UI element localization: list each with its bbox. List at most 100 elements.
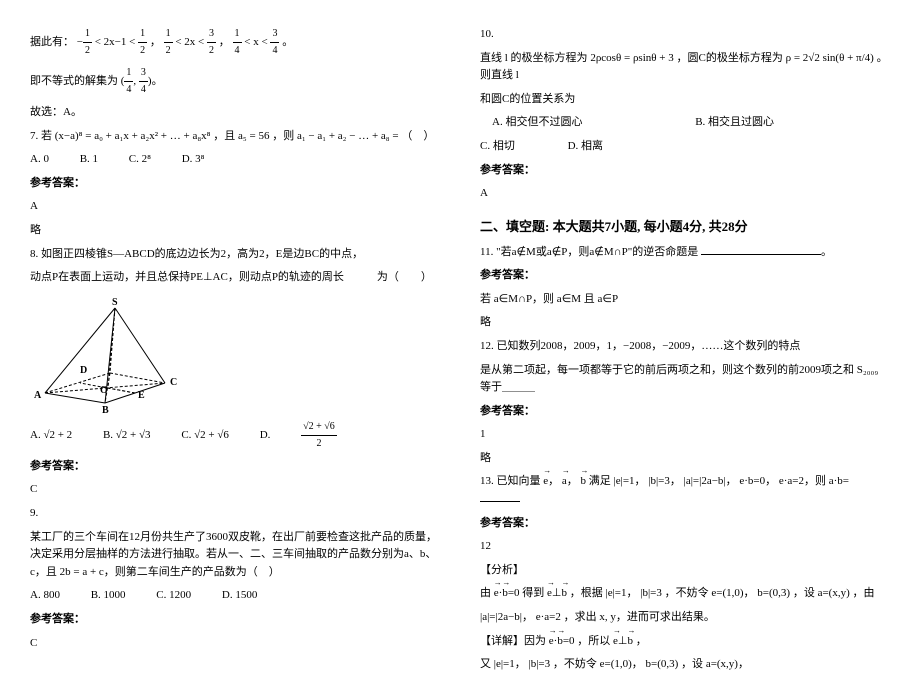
q13-ref-label: 参考答案： [480, 515, 890, 533]
q7-opt-c: C. 2⁸ [129, 153, 151, 165]
q13-b3: |b|=3 [648, 475, 670, 487]
q11-ref-label: 参考答案： [480, 267, 890, 285]
section2-title: 二、填空题: 本大题共7小题, 每小题4分, 共28分 [480, 217, 890, 238]
q13-det-e1: |e|=1 [494, 658, 515, 670]
vec-e-icon3: e [547, 585, 552, 603]
pre-set: 即不等式的解集为 (14, 34)。 [30, 65, 440, 98]
q11-blank [701, 244, 821, 255]
q8-ref-label: 参考答案： [30, 458, 440, 476]
q9-opt-b: B. 1000 [91, 589, 126, 601]
q7-cond: a₅ = 56 [238, 130, 269, 142]
q8-ref: C [30, 481, 440, 499]
q12-ans: 1 [480, 426, 890, 444]
q9-opt-a: A. 800 [30, 589, 60, 601]
q13-an-f: ，由 [853, 587, 875, 599]
q9-num: 9. [30, 505, 440, 523]
q10-stem-d: 和圆C的位置关系为 [480, 91, 890, 109]
q7-opt-d: D. 3⁸ [182, 153, 205, 165]
q8-options: A. √2 + 2 B. √2 + √3 C. √2 + √6 D. √2 + … [30, 419, 440, 452]
q13-detail2: 又 |e|=1， |b|=3 ，不妨令 e=(1,0)， b=(0,3) ，设 … [480, 656, 890, 674]
vec-a-icon: a [562, 473, 567, 491]
q13-mid: |a|=|2a−b| [684, 475, 726, 487]
q13-stem-a: 13. 已知向量 [480, 475, 541, 487]
q7-ask: a₁ − a₁ + a₂ − … + a₈ = [297, 130, 399, 142]
pre-conclusion: 故选：A。 [30, 104, 440, 122]
q13-let-b: b=(0,3) [757, 587, 790, 599]
q9-opt-c: C. 1200 [156, 589, 191, 601]
q10-opt-d: D. 相离 [568, 140, 603, 152]
q10-eq1: 2ρcosθ = ρsinθ + 3 [590, 52, 673, 64]
q10-opt-c: C. 相切 [480, 140, 515, 152]
q13-blank [480, 491, 520, 502]
q13-an-mid: |a|=|2a−b| [480, 611, 522, 623]
q10-stem-a: 直线 l 的极坐标方程为 [480, 52, 588, 64]
q7-opt-b: B. 1 [80, 153, 98, 165]
q13-det-b3: |b|=3 [529, 658, 551, 670]
q13-an-b: 得到 [522, 587, 544, 599]
q7-stem-a: 7. 若 [30, 130, 52, 142]
vec-b-icon3: b [562, 585, 568, 603]
q13-det-d: ，不妨令 [553, 658, 597, 670]
q13-analysis: 由 e·b=0 得到 e⊥b ，根据 |e|=1， |b|=3 ，不妨令 e=(… [480, 585, 890, 603]
q13-det-c: 又 [480, 658, 491, 670]
q13-ab: a·b= [829, 475, 849, 487]
q10-eq2: ρ = 2√2 sin(θ + π/4) [786, 52, 874, 64]
q10-options-row2: C. 相切 D. 相离 [480, 138, 890, 156]
q12-stem-a: 12. 已知数列2008，2009，1，−2008，−2009，……这个数列的特… [480, 338, 890, 356]
q12-stem-b-text: 是从第二项起，每一项都等于它的前后两项之和，则这个数列的前2009项之和 [480, 364, 854, 376]
q12-stem-b: 是从第二项起，每一项都等于它的前后两项之和，则这个数列的前2009项之和 S₂₀… [480, 362, 890, 397]
q12-lve: 略 [480, 450, 890, 468]
q11-ans: 若 a∈M∩P，则 a∈M 且 a∈P [480, 291, 890, 309]
pre-text-a: 据此有： [30, 36, 74, 48]
q7-fill: （ ） [401, 130, 434, 142]
q7-stem-b: ，且 [213, 130, 235, 142]
page: 据此有： −12 < 2x−1 < 12 ， 12 < 2x < 32 ， 14… [30, 20, 890, 680]
q7-ref-label: 参考答案： [30, 175, 440, 193]
q9-options: A. 800 B. 1000 C. 1200 D. 1500 [30, 587, 440, 605]
q12-stem-c: 等于＿＿＿ [480, 381, 535, 393]
q9-ref-label: 参考答案： [30, 611, 440, 629]
pre-inequality: 据此有： −12 < 2x−1 < 12 ， 12 < 2x < 32 ， 14… [30, 26, 440, 59]
q10-opt-b: B. 相交且过圆心 [695, 116, 774, 128]
q13-let-e: e=(1,0) [711, 587, 743, 599]
q10-options-row1: A. 相交但不过圆心 B. 相交且过圆心 [492, 114, 890, 132]
vec-e-icon4: e [549, 633, 554, 651]
label-o: O [100, 385, 108, 396]
q13-det-label: 【详解】因为 [480, 635, 546, 647]
q8-stem2: 动点P在表面上运动，并且总保持PE⊥AC，则动点P的轨迹的周长 为（ ） [30, 269, 440, 287]
left-column: 据此有： −12 < 2x−1 < 12 ， 12 < 2x < 32 ， 14… [30, 20, 440, 680]
q7-expr: (x−a)⁸ = a₀ + a₁x + a₂x² + … + a₈x⁸ [55, 130, 211, 142]
q7-options: A. 0 B. 1 C. 2⁸ D. 3⁸ [30, 151, 440, 169]
label-e: E [138, 390, 145, 401]
label-a: A [34, 390, 42, 401]
q13-det-let-a: a=(x,y) [706, 658, 738, 670]
q7-opt-a: A. 0 [30, 153, 49, 165]
pre-text-b: 即不等式的解集为 [30, 75, 118, 87]
q9-opt-d: D. 1500 [222, 589, 257, 601]
q12-s2009: S₂₀₀₉ [857, 364, 878, 376]
label-c: C [170, 377, 177, 388]
q10-ref: A [480, 185, 890, 203]
q13-ea2: e·a=2 [779, 475, 804, 487]
pyramid-diagram: S A B C D E O [30, 293, 200, 413]
q8-opt-c: C. √2 + √6 [181, 429, 229, 441]
q11-stem-a: 11. "若a∉M或a∉P，则a∉M∩P"的逆否命题是 [480, 246, 698, 258]
q13-det-b: ， [636, 635, 647, 647]
q8-opt-a: A. √2 + 2 [30, 429, 72, 441]
q13-det-let-b: b=(0,3) [646, 658, 679, 670]
q13-an-e: ，设 [793, 587, 815, 599]
label-b: B [102, 405, 109, 413]
q13-an-b3: |b|=3 [640, 587, 662, 599]
vec-e-icon: e [543, 473, 548, 491]
vec-b-icon: b [581, 473, 587, 491]
vec-b-icon2: b [502, 585, 508, 603]
vec-b-icon4: b [557, 633, 563, 651]
q12-ref-label: 参考答案： [480, 403, 890, 421]
label-s: S [112, 297, 118, 308]
q10-stem-b: ，圆C的极坐标方程为 [677, 52, 783, 64]
q10-stem: 直线 l 的极坐标方程为 2ρcosθ = ρsinθ + 3 ，圆C的极坐标方… [480, 50, 890, 85]
q13-e1: |e|=1 [614, 475, 635, 487]
q11-lve: 略 [480, 314, 890, 332]
vec-e-icon5: e [613, 633, 618, 651]
q7-stem: 7. 若 (x−a)⁸ = a₀ + a₁x + a₂x² + … + a₈x⁸… [30, 128, 440, 146]
